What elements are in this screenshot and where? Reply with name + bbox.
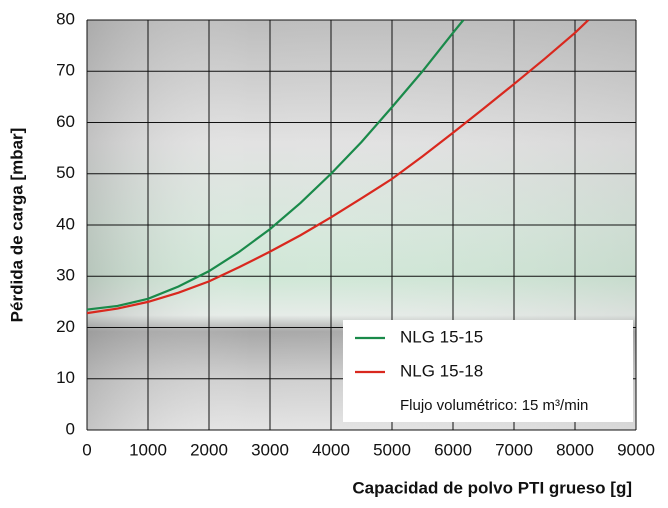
y-tick-label: 10	[56, 368, 75, 387]
x-tick-label: 0	[82, 440, 91, 459]
x-tick-label: 9000	[617, 440, 655, 459]
x-tick-label: 4000	[312, 440, 350, 459]
x-tick-label: 8000	[556, 440, 594, 459]
x-tick-label: 2000	[190, 440, 228, 459]
y-tick-label: 50	[56, 163, 75, 182]
legend-label: NLG 15-18	[400, 361, 483, 380]
y-tick-label: 30	[56, 266, 75, 285]
y-tick-label: 70	[56, 61, 75, 80]
y-tick-label: 40	[56, 214, 75, 233]
legend-note: Flujo volumétrico: 15 m³/min	[400, 397, 588, 414]
legend-label: NLG 15-15	[400, 327, 483, 346]
y-tick-label: 80	[56, 9, 75, 28]
x-tick-label: 7000	[495, 440, 533, 459]
series-line	[87, 20, 590, 315]
y-tick-label: 0	[66, 419, 75, 438]
y-axis-label: Pérdida de carga [mbar]	[7, 128, 26, 323]
series-line	[87, 20, 465, 311]
x-tick-label: 5000	[373, 440, 411, 459]
x-tick-label: 6000	[434, 440, 472, 459]
y-tick-label: 60	[56, 112, 75, 131]
y-tick-label: 20	[56, 317, 75, 336]
legend-box	[343, 320, 633, 422]
x-axis-label: Capacidad de polvo PTI grueso [g]	[352, 478, 632, 497]
x-tick-label: 1000	[129, 440, 167, 459]
x-tick-label: 3000	[251, 440, 289, 459]
